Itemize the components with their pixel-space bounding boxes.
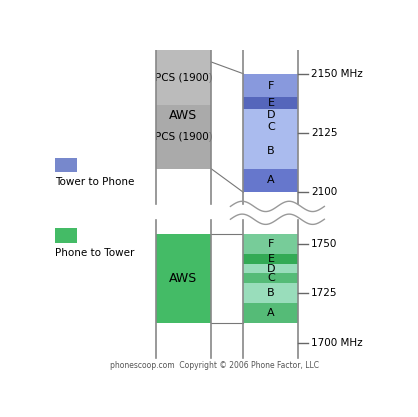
Bar bbox=[243, 254, 298, 264]
Bar bbox=[243, 109, 298, 121]
Text: 1700 MHz: 1700 MHz bbox=[311, 337, 362, 347]
Bar bbox=[156, 234, 211, 323]
Text: C: C bbox=[267, 122, 275, 132]
Bar bbox=[243, 121, 298, 133]
Text: 1750: 1750 bbox=[311, 239, 337, 249]
Bar bbox=[243, 74, 298, 98]
Bar bbox=[156, 62, 211, 168]
Bar bbox=[156, 105, 211, 168]
Bar bbox=[243, 274, 298, 283]
Text: D: D bbox=[267, 264, 275, 274]
Bar bbox=[156, 50, 211, 105]
Text: F: F bbox=[268, 80, 274, 90]
Text: A: A bbox=[267, 176, 275, 186]
Bar bbox=[56, 228, 76, 243]
Text: Phone to Tower: Phone to Tower bbox=[56, 248, 135, 258]
Bar bbox=[243, 283, 298, 303]
Text: E: E bbox=[268, 98, 274, 108]
Text: PCS (1900): PCS (1900) bbox=[155, 132, 212, 142]
Text: E: E bbox=[268, 254, 274, 264]
Text: F: F bbox=[268, 239, 274, 249]
Text: 1725: 1725 bbox=[311, 288, 337, 298]
Bar bbox=[243, 133, 298, 168]
Text: AWS: AWS bbox=[169, 109, 198, 122]
Text: B: B bbox=[267, 146, 275, 156]
Bar bbox=[243, 264, 298, 274]
Bar bbox=[56, 158, 76, 172]
Text: C: C bbox=[267, 274, 275, 284]
Bar bbox=[243, 168, 298, 192]
Text: AWS: AWS bbox=[169, 272, 198, 285]
Text: phonescoop.com  Copyright © 2006 Phone Factor, LLC: phonescoop.com Copyright © 2006 Phone Fa… bbox=[110, 361, 319, 369]
Text: Tower to Phone: Tower to Phone bbox=[56, 177, 135, 187]
Text: B: B bbox=[267, 288, 275, 298]
Text: 2100: 2100 bbox=[311, 187, 337, 197]
Text: D: D bbox=[267, 110, 275, 120]
Text: 2150 MHz: 2150 MHz bbox=[311, 69, 362, 79]
Text: PCS (1900): PCS (1900) bbox=[155, 72, 212, 82]
Bar bbox=[243, 234, 298, 254]
Text: 2125: 2125 bbox=[311, 128, 337, 138]
Bar bbox=[243, 303, 298, 323]
Text: A: A bbox=[267, 308, 275, 318]
Bar bbox=[243, 98, 298, 109]
